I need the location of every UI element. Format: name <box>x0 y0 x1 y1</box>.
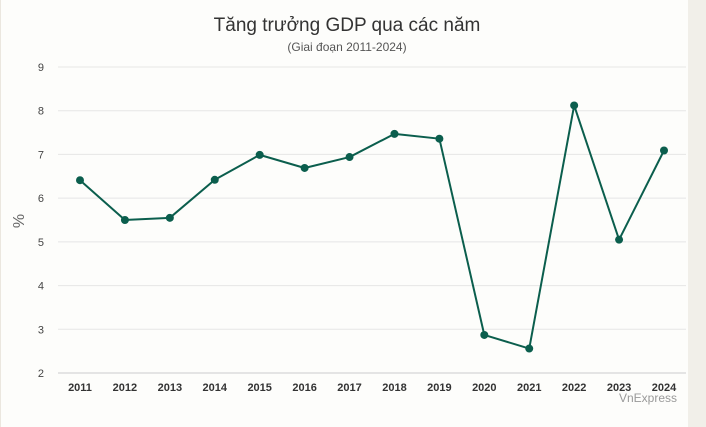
frame-border-left <box>0 0 1 427</box>
x-tick-label: 2017 <box>337 382 361 394</box>
y-tick-label: 3 <box>38 324 44 336</box>
data-point-2019[interactable] <box>435 134 444 143</box>
x-axis-ticks: 2011 2012 2013 2014 2015 2016 2017 2018 2019 2020… <box>68 382 677 394</box>
x-tick-label: 2014 <box>203 382 228 394</box>
chart-subtitle: (Giai đoạn 2011-2024) <box>287 40 407 54</box>
series-line <box>79 104 665 350</box>
x-tick-label: 2015 <box>247 382 271 394</box>
y-tick-label: 6 <box>38 193 44 205</box>
data-point-2020[interactable] <box>480 330 489 339</box>
y-tick-label: 5 <box>38 237 44 249</box>
y-tick-label: 8 <box>38 106 44 118</box>
y-tick-label: 9 <box>38 62 44 74</box>
chart-title: Tăng trưởng GDP qua các năm <box>213 15 481 36</box>
x-tick-label: 2024 <box>652 382 677 394</box>
x-tick-label: 2013 <box>158 382 182 394</box>
x-tick-label: 2011 <box>68 382 92 394</box>
data-point-2018[interactable] <box>390 129 399 138</box>
data-point-2013[interactable] <box>165 213 174 222</box>
data-point-2024[interactable] <box>660 146 668 155</box>
gridlines <box>58 66 686 374</box>
y-tick-label: 7 <box>38 149 44 161</box>
data-point-2015[interactable] <box>255 150 264 159</box>
data-point-2011[interactable] <box>76 176 84 185</box>
x-tick-label: 2016 <box>292 382 316 394</box>
data-point-2022[interactable] <box>570 101 579 110</box>
data-point-2014[interactable] <box>210 175 219 184</box>
data-point-2023[interactable] <box>615 235 624 244</box>
series-group <box>76 101 668 353</box>
y-tick-label: 4 <box>38 281 44 293</box>
data-point-2016[interactable] <box>300 163 309 172</box>
x-tick-label: 2018 <box>382 382 406 394</box>
data-point-2012[interactable] <box>120 216 129 224</box>
x-tick-label: 2019 <box>427 382 451 394</box>
frame-border-right <box>688 0 706 427</box>
x-tick-label: 2012 <box>113 382 137 394</box>
data-point-2021[interactable] <box>525 344 534 353</box>
data-point-2017[interactable] <box>345 153 354 162</box>
x-tick-label: 2021 <box>517 382 541 394</box>
y-axis-ticks: 2 3 4 5 6 7 8 9 <box>38 62 44 380</box>
x-tick-label: 2022 <box>562 382 586 394</box>
y-axis-label: % <box>11 214 28 228</box>
y-tick-label: 2 <box>38 368 44 380</box>
source-credit: VnExpress <box>618 391 677 405</box>
x-tick-label: 2023 <box>607 382 631 394</box>
x-tick-label: 2020 <box>472 382 496 394</box>
